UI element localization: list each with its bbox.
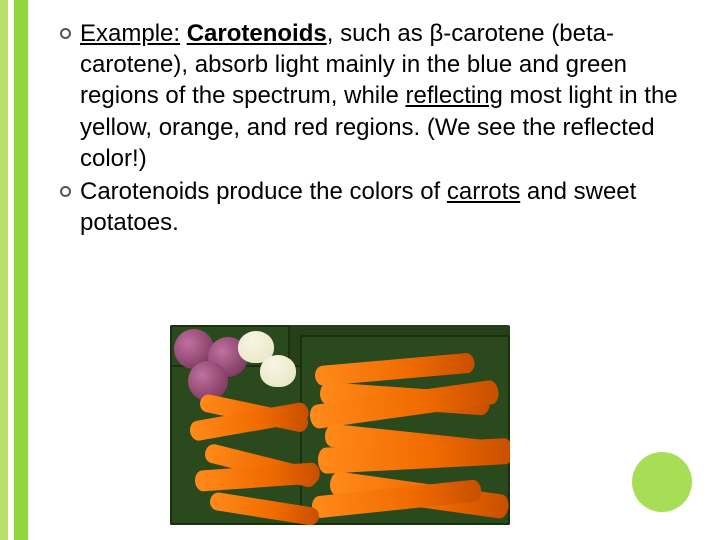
stripe-segment xyxy=(14,0,28,540)
stripe-segment xyxy=(0,0,8,540)
text-span: reflecting xyxy=(406,82,503,109)
text-span: Carotenoids xyxy=(187,20,327,47)
bullet-item: Carotenoids produce the colors of carrot… xyxy=(60,176,680,238)
bullet-lead: Example: xyxy=(80,20,180,47)
bullet-marker-icon xyxy=(60,28,71,39)
left-accent-stripe xyxy=(0,0,28,540)
text-span xyxy=(180,20,187,47)
text-span: Carotenoids produce the colors of xyxy=(80,178,447,205)
bullet-marker-icon xyxy=(60,186,71,197)
slide-body: Example: Carotenoids, such as β-carotene… xyxy=(60,18,680,240)
bullet-text: Example: Carotenoids, such as β-carotene… xyxy=(80,18,680,174)
bullet-item: Example: Carotenoids, such as β-carotene… xyxy=(60,18,680,174)
text-span: carrots xyxy=(447,178,520,205)
corner-accent-dot xyxy=(632,452,692,512)
bullet-text: Carotenoids produce the colors of carrot… xyxy=(80,176,680,238)
carrots-image xyxy=(170,325,510,525)
turnip-shape xyxy=(260,355,296,387)
